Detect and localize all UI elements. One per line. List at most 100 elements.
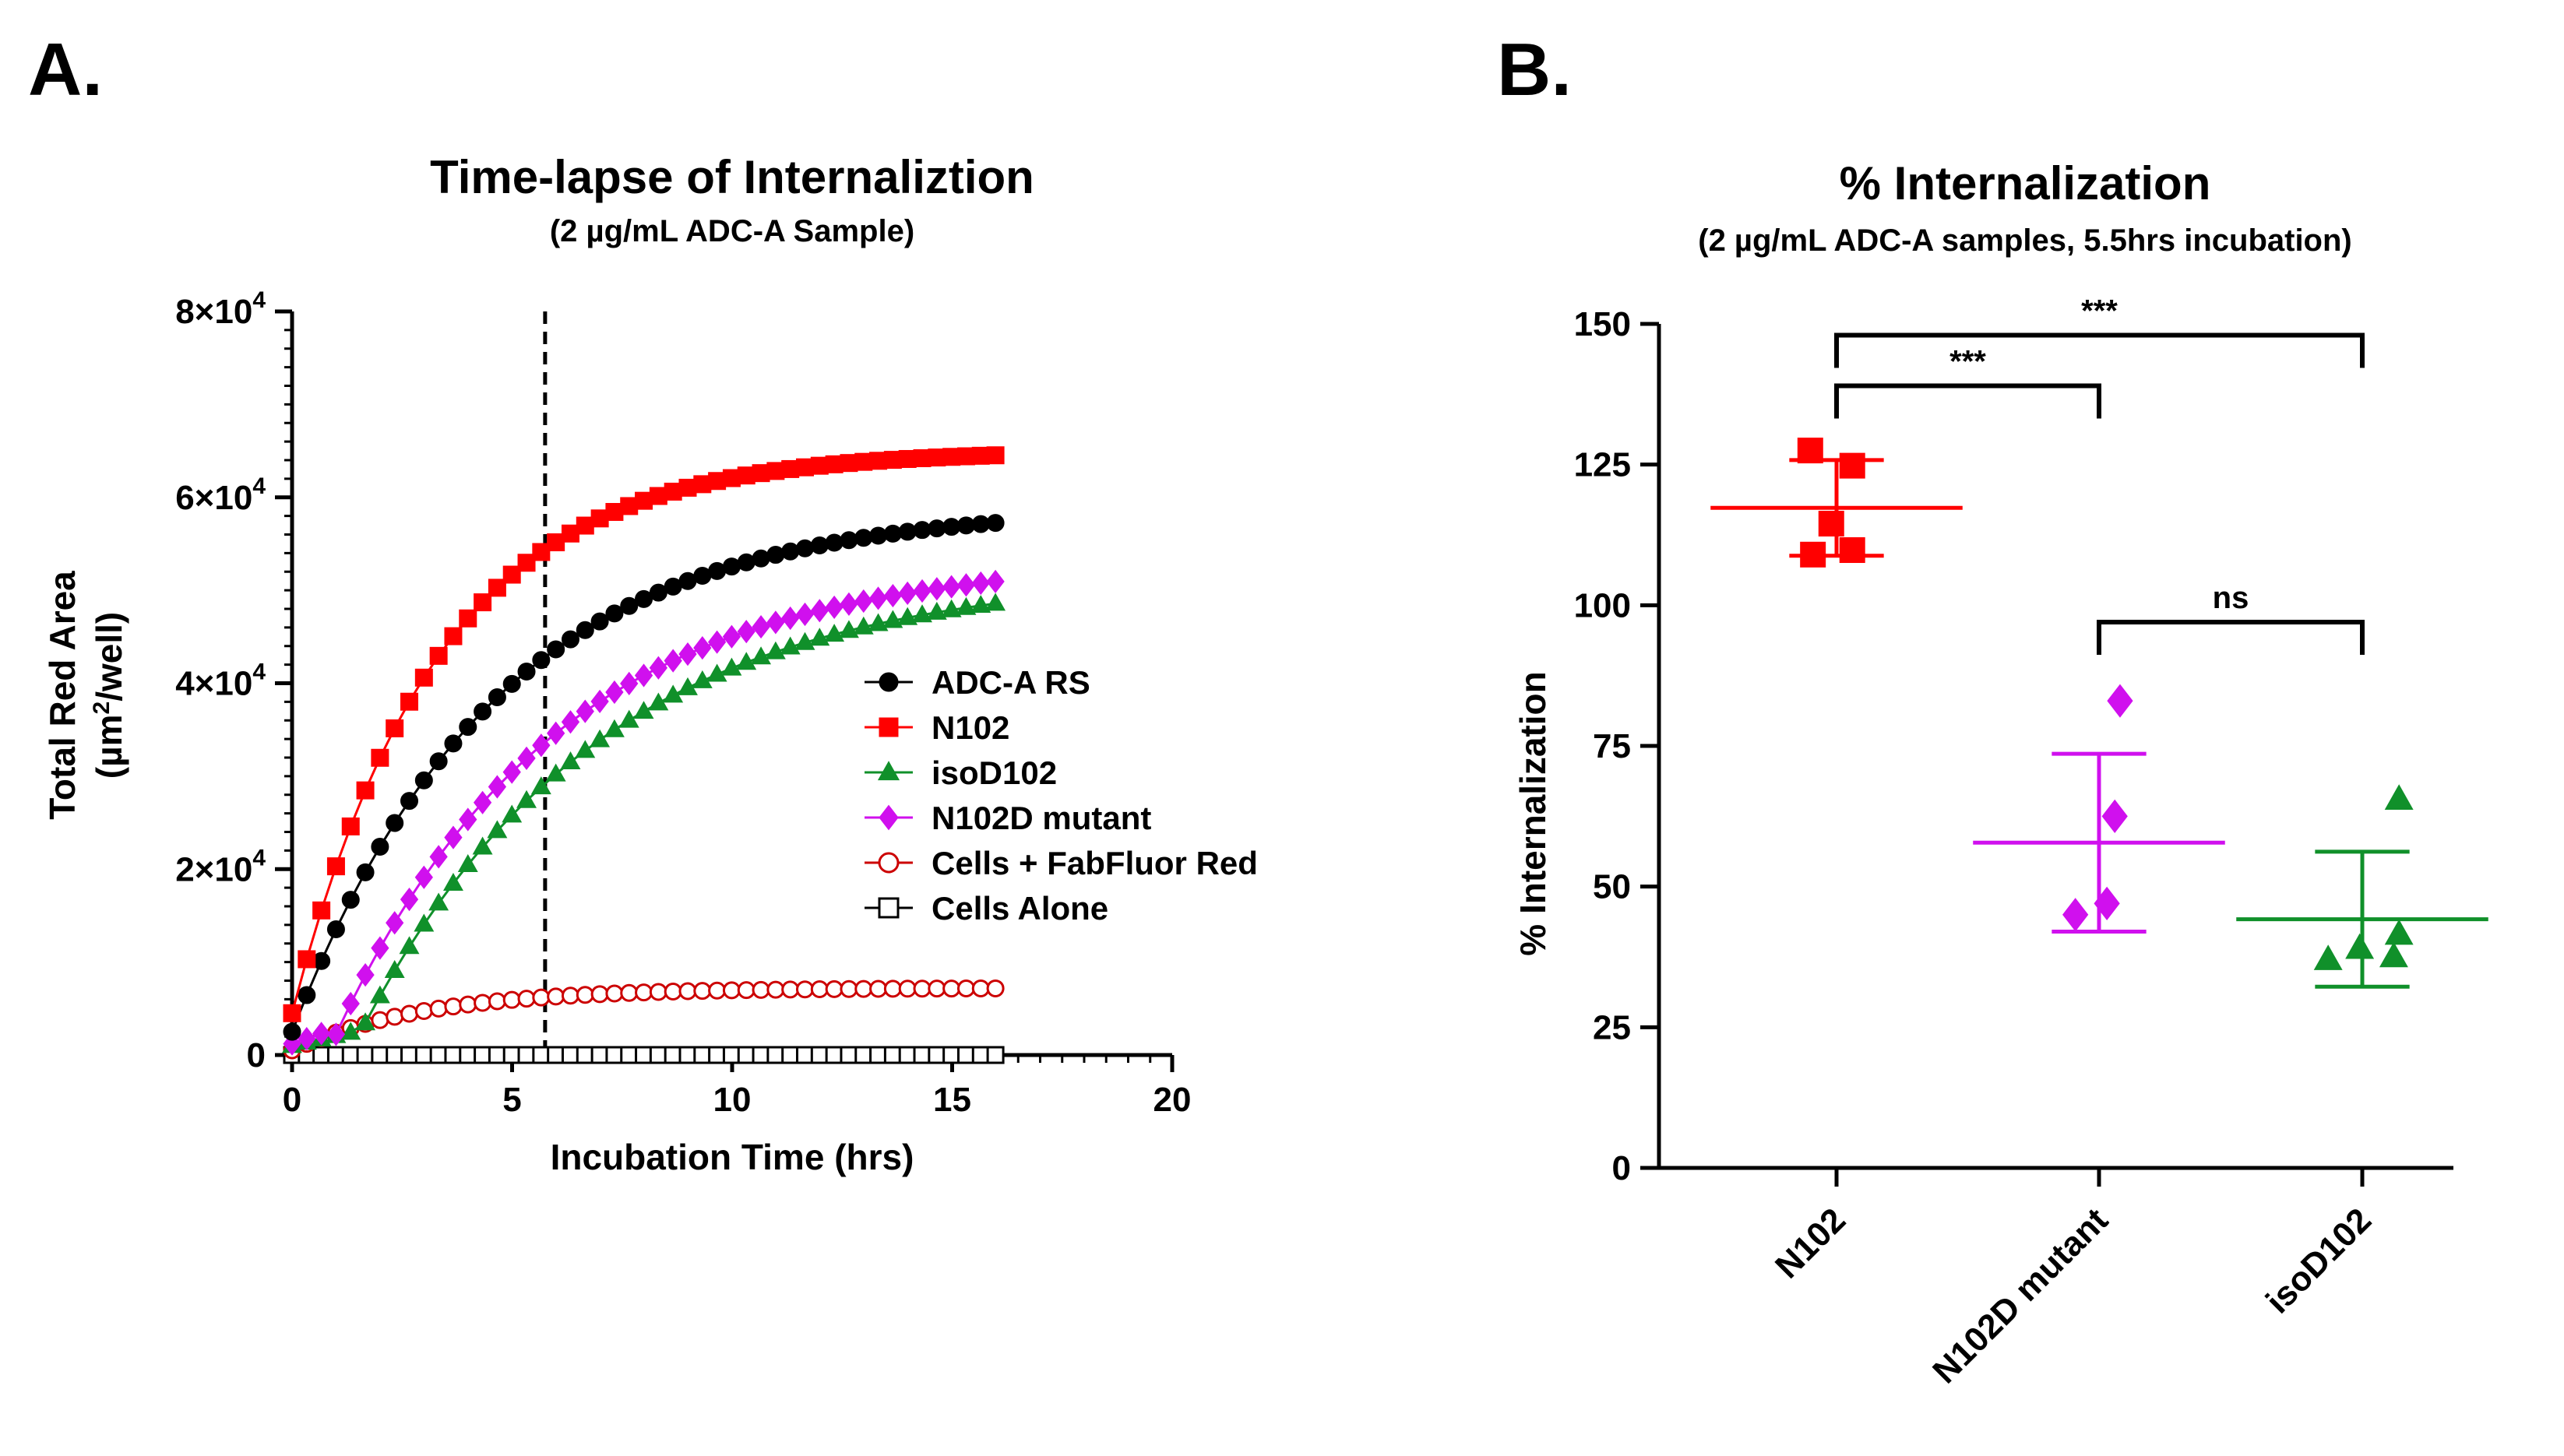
chart-a-data-point [956,1046,975,1064]
chart-a-data-point [386,911,404,935]
chart-a-data-point [956,596,977,615]
chart-a-series-cells-alone [283,1046,1005,1064]
chart-a-data-point [986,979,1005,997]
chart-a-data-point [912,604,932,623]
chart-a-data-point [341,991,360,1016]
chart-a-data-point [868,613,889,631]
chart-b-y-tick-label: 50 [1593,868,1631,906]
chart-a-data-point [517,990,536,1008]
chart-a-data-point [796,1046,815,1064]
chart-a-data-point [341,817,360,835]
chart-a-data-point [561,630,579,649]
chart-a-data-point [796,980,815,999]
chart-a-data-point [986,1046,1005,1064]
chart-a-data-point [371,1011,389,1029]
chart-a-data-point [737,620,755,644]
chart-b-y-tick-label: 125 [1574,446,1631,484]
chart-a-data-point [869,1046,888,1064]
chart-a-data-point [794,631,815,650]
chart-a-data-point [810,599,829,623]
chart-a-data-point [371,748,389,767]
chart-a-data-point [400,1004,419,1023]
chart-b-y-tick-label: 75 [1593,727,1631,765]
panel-label-a: A. [28,28,103,111]
chart-a-data-point [752,549,770,568]
chart-a-data-point [766,1046,785,1064]
chart-a-data-point [356,863,375,881]
chart-a-data-point [663,684,684,703]
chart-a-data-point [590,1046,609,1064]
chart-a-data-point [751,646,772,665]
chart-a-data-point [605,680,624,705]
chart-a-data-point [444,825,463,849]
chart-a-x-tick-label: 20 [1153,1081,1192,1119]
chart-a-data-point [781,980,800,999]
chart-a-data-point [664,649,682,673]
chart-a-data-point [971,571,990,596]
chart-a-data-point [312,901,331,920]
chart-a-data-point [341,891,360,909]
chart-a-data-point [795,602,815,627]
chart-a-data-point [765,641,786,659]
chart-a-data-point [722,981,741,1000]
chart-a-data-point [575,740,596,758]
chart-b-data-point [2062,898,2089,932]
chart-a-y-axis-unit-post: /well) [89,612,129,702]
chart-a-data-point [649,1046,667,1064]
chart-b-data-point [2101,799,2128,833]
chart-a-data-point [971,1046,990,1064]
chart-b-axes: 0 25 50 75 100 125 150 N102 N102D mutant isoD102 [1574,305,2453,1391]
chart-a-y-tick-label: 4×104 [175,659,266,703]
chart-a-data-point [576,1046,594,1064]
chart-a-data-point [386,814,404,832]
chart-a-data-point [942,979,961,998]
chart-a-data-point [459,609,477,628]
chart-a-data-point [429,845,448,869]
chart-b-group-n102 [1710,438,1963,568]
chart-a-data-point [502,1046,521,1064]
chart-b-data-point [1839,537,1865,564]
chart-a-data-point [752,980,770,999]
chart-a-data-point [488,579,506,597]
chart-a-legend-marker [879,804,899,831]
chart-a-data-point [429,999,448,1018]
chart-a-legend-label: Cells + FabFluor Red [932,845,1258,881]
chart-a-data-point [649,983,667,1001]
chart-a-data-point [298,950,316,969]
chart-b-data-point [1839,452,1865,479]
chart-a-data-point [298,986,316,1004]
chart-a-legend-label: N102D mutant [932,800,1151,836]
chart-a-data-point [605,604,624,623]
chart-a-y-tick-exponent: 4 [252,473,266,499]
chart-b-data-point [2384,919,2414,945]
chart-a-data-point [928,577,946,601]
chart-a-y-axis-title-line1: Total Red Area [42,571,83,820]
chart-a-data-point [752,1046,770,1064]
chart-b-y-axis-title: % Internalization [1513,671,1553,955]
chart-a-data-point [737,1046,755,1064]
chart-a-data-point [913,579,932,603]
chart-a-data-point [502,674,521,693]
chart-a-data-point [766,546,785,564]
chart-b-data-point [1800,541,1826,568]
chart-a-data-point [664,1046,682,1064]
chart-a-data-point [386,1008,404,1026]
chart-a-data-point [898,979,917,998]
chart-b-y-tick-label: 150 [1574,305,1631,343]
chart-a-data-point [444,997,463,1016]
chart-a-data-point [355,1012,376,1031]
chart-a-data-point [883,583,903,608]
chart-a-data-point [781,542,800,561]
chart-a-data-point [459,1046,477,1064]
chart-a-data-point [678,982,697,1001]
chart-a-data-point [693,1046,712,1064]
chart-a-data-point [956,573,976,597]
chart-a-data-point [898,581,917,606]
chart-a-data-point [560,751,581,770]
chart-a-legend-marker [878,852,900,874]
chart-a-data-point [561,986,579,1005]
chart-a-data-point [532,651,551,670]
chart-a-y-tick-label: 8×104 [175,287,266,331]
chart-b-y-tick-label: 100 [1574,586,1631,624]
chart-a-data-point [371,1046,389,1064]
